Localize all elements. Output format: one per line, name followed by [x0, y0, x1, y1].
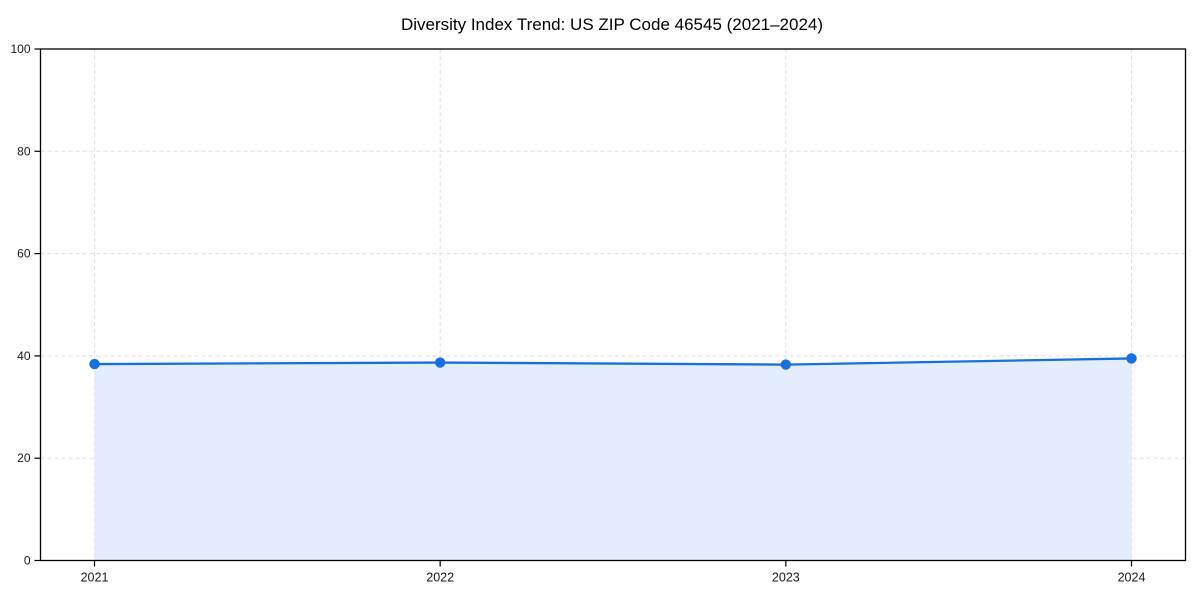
chart-title: Diversity Index Trend: US ZIP Code 46545… — [401, 15, 823, 34]
data-point — [780, 359, 792, 370]
data-point — [1126, 353, 1137, 364]
plot-frame — [39, 48, 1187, 562]
trend-line — [93, 357, 1133, 366]
y-tick-label: 20 — [17, 451, 31, 465]
data-point — [434, 357, 446, 368]
y-tick-label: 40 — [17, 349, 31, 363]
x-tick-label: 2021 — [81, 571, 109, 585]
y-tick-label: 80 — [17, 144, 31, 158]
x-tick-label: 2022 — [426, 571, 454, 585]
y-tick-label: 0 — [24, 553, 31, 567]
data-point — [89, 358, 100, 370]
x-tick-label: 2023 — [772, 571, 800, 585]
x-tick-label: 2024 — [1118, 571, 1146, 585]
y-tick-label: 60 — [17, 247, 31, 261]
y-tick-label: 100 — [10, 42, 30, 56]
area-fill — [94, 358, 1132, 561]
